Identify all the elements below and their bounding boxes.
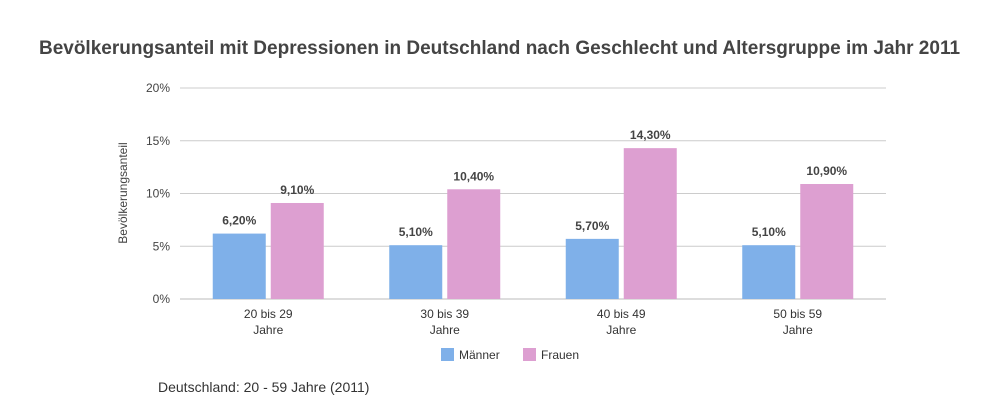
bar-männer: [742, 245, 796, 299]
y-tick-label: 10%: [146, 187, 170, 201]
source-note: Deutschland: 20 - 59 Jahre (2011): [158, 379, 370, 395]
chart-title: Bevölkerungsanteil mit Depressionen in D…: [38, 38, 961, 59]
x-tick-label: 50 bis 59: [773, 307, 822, 321]
x-tick-label: 20 bis 29: [244, 307, 293, 321]
data-label: 5,10%: [752, 225, 786, 239]
data-label: 6,20%: [222, 214, 256, 228]
data-label: 14,30%: [630, 128, 671, 142]
x-tick-label: 40 bis 49: [597, 307, 646, 321]
data-label: 9,10%: [280, 183, 314, 197]
bar-männer: [212, 233, 266, 299]
legend-label: Frauen: [541, 348, 579, 362]
data-label: 5,70%: [575, 219, 609, 233]
bar-frauen: [800, 184, 854, 299]
y-tick-label: 0%: [153, 292, 171, 306]
x-tick-label: 30 bis 39: [420, 307, 469, 321]
data-label: 10,90%: [806, 164, 847, 178]
bar-frauen: [447, 189, 501, 299]
bar-frauen: [623, 148, 677, 299]
y-tick-label: 5%: [153, 239, 171, 253]
legend-label: Männer: [459, 348, 500, 362]
x-tick-label: Jahre: [783, 323, 813, 337]
y-axis-label: Bevölkerungsanteil: [116, 142, 130, 243]
x-tick-label: Jahre: [606, 323, 636, 337]
legend-swatch-männer: [441, 348, 454, 361]
y-tick-label: 15%: [146, 134, 170, 148]
x-tick-label: Jahre: [430, 323, 460, 337]
y-tick-label: 20%: [146, 81, 170, 95]
bar-frauen: [270, 202, 324, 299]
data-label: 5,10%: [399, 225, 433, 239]
legend-swatch-frauen: [523, 348, 536, 361]
bar-männer: [565, 238, 619, 299]
x-tick-label: Jahre: [253, 323, 283, 337]
bar-männer: [389, 245, 443, 299]
data-label: 10,40%: [453, 169, 494, 183]
